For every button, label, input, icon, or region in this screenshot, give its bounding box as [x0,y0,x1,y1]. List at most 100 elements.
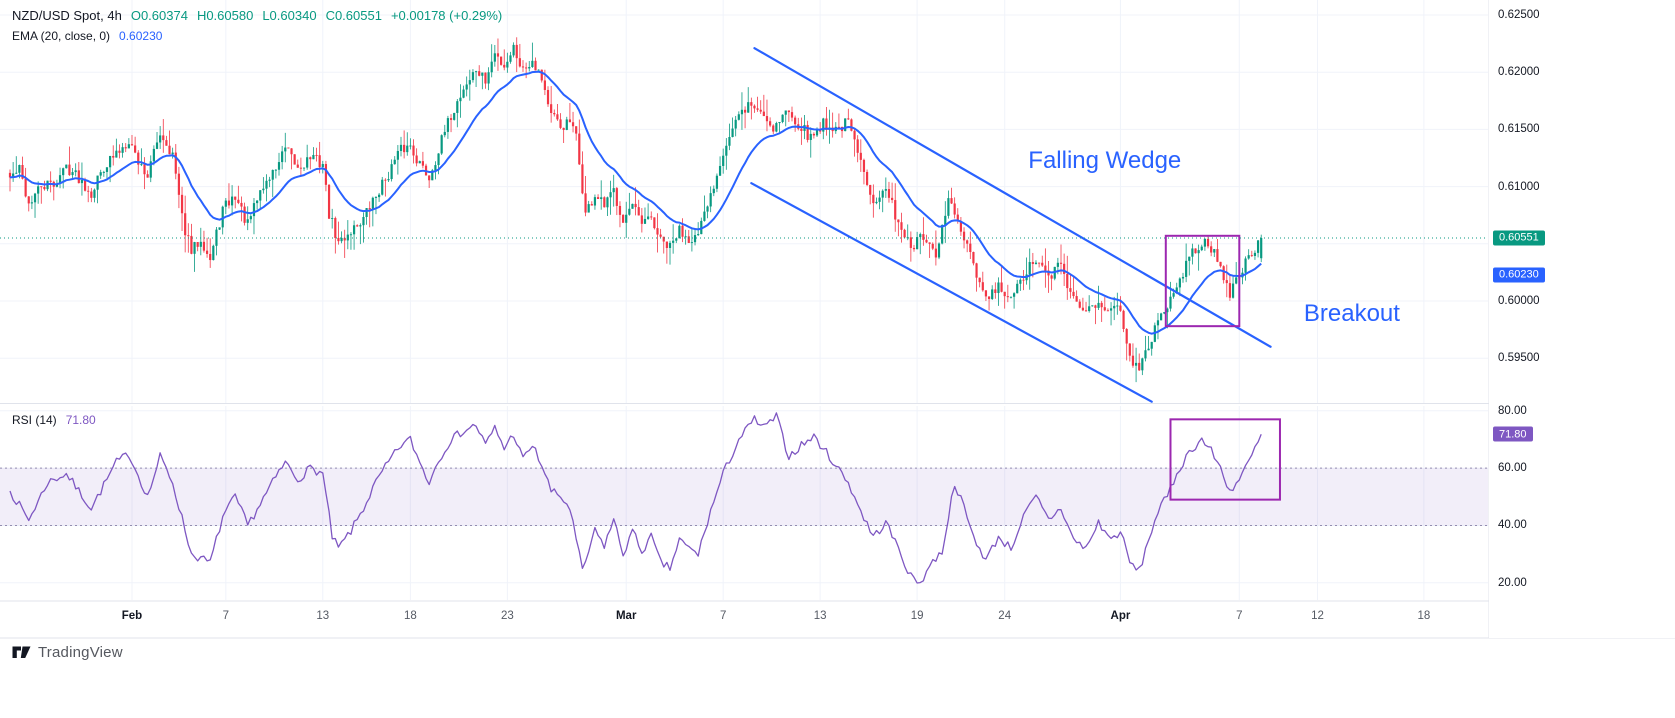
candle-body [693,235,697,243]
candle-body [384,179,387,181]
ohlc-open: O0.60374 [130,8,188,23]
candle-body [872,194,875,204]
wedge-upper-trendline[interactable] [753,47,1272,348]
price-axis-label: 0.60000 [1498,295,1540,307]
candle-body [762,111,765,117]
candle-body [140,164,143,166]
candle-body [365,208,368,218]
wedge-lower-trendline[interactable] [750,182,1153,403]
candle-body [537,69,540,71]
rsi-value-badge: 71.80 [1493,426,1533,442]
price-breakout-rect[interactable] [1164,234,1241,328]
candle-body [374,197,378,198]
time-axis[interactable]: Feb 7 13 18 23 Mar 7 13 19 24 Apr 7 12 18 [0,601,1675,638]
candle-body [499,56,503,65]
candle-body [966,240,969,244]
candle-body [249,216,252,220]
candle-body [8,172,12,178]
candle-body [925,239,928,243]
candle-body [230,196,234,206]
candle-body [18,165,21,173]
candle-body [1163,312,1166,314]
candle-body [884,189,887,191]
candle-body [1225,280,1228,284]
candle-body [987,296,991,299]
candle-body [112,155,115,158]
candle-body [668,242,672,248]
candle-body [1185,260,1188,277]
candle-body [625,214,628,223]
candle-body [734,119,737,129]
candle-body [1000,282,1003,292]
ema-indicator-label[interactable]: EMA (20, close, 0) [12,29,111,43]
candle-body [362,217,365,226]
candle-body [606,197,609,208]
price-axis-label: 0.59500 [1498,352,1540,365]
candle-body [600,197,603,199]
candle-body [728,137,731,146]
rsi-axis-label: 80.00 [1498,404,1527,417]
annotation-label-1[interactable]: Breakout [1304,300,1400,327]
candle-body [919,234,922,238]
candle-body [177,173,181,195]
candle-body [809,133,812,140]
candle-body [299,167,303,169]
candle-body [327,184,331,219]
candle-body [262,188,265,191]
candle-body [897,219,900,223]
candle-body [525,67,528,69]
candle-body [115,150,118,158]
candle-body [127,144,130,149]
symbol-title[interactable]: NZD/USD Spot, 4h [12,8,122,23]
rsi-breakout-rect[interactable] [1169,418,1281,501]
candle-body [937,243,941,258]
candle-body [21,165,24,179]
candle-body [740,109,744,115]
candle-body [1038,262,1041,264]
candle-body [309,157,312,160]
candle-body [959,221,963,232]
candle-body [68,164,71,176]
candle-body [1122,310,1125,329]
candle-body [631,203,634,209]
candle-body [171,152,174,155]
candle-body [237,199,240,203]
candle-body [956,214,959,222]
candle-body [997,282,1000,294]
candle-body [1172,293,1175,297]
candle-body [1256,240,1260,253]
candle-body [612,188,615,193]
candle-body [102,171,105,173]
candle-body [121,147,124,153]
candle-body [603,197,606,208]
candle-body [346,234,349,241]
candle-body [506,61,509,68]
candle-body [349,234,353,236]
candle-body [562,127,565,130]
rsi-indicator-label[interactable]: RSI (14) [12,413,57,427]
candle-body [437,153,440,166]
candle-body [1260,237,1263,259]
candle-body [981,282,984,291]
candle-body [71,172,74,176]
candle-body [991,289,994,299]
candle-body [972,252,975,264]
candle-body [284,147,287,152]
candle-body [306,157,309,168]
candle-body [894,200,897,220]
candle-body [58,175,62,184]
annotation-label-0[interactable]: Falling Wedge [1028,147,1181,174]
candle-body [15,172,18,174]
candle-body [62,168,65,176]
candle-body [155,142,159,149]
candle-body [509,55,512,62]
time-axis-label: 24 [998,610,1012,622]
candle-body [1022,279,1025,281]
candle-body [621,214,625,223]
candle-body [256,200,259,204]
candle-body [221,206,224,228]
tradingview-attribution[interactable]: TradingView [12,644,123,661]
price-axis[interactable]: 0.62500 0.62000 0.61500 0.61000 0.60000 0.595… [1489,0,1675,638]
candle-body [293,154,296,165]
